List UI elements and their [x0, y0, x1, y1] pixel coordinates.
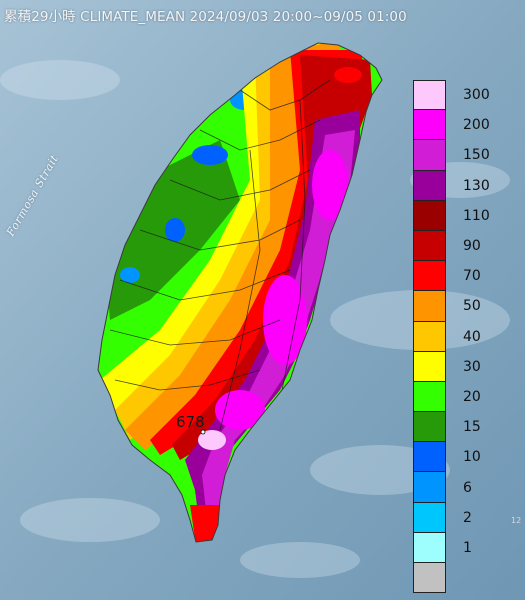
map-title: 累積29小時 CLIMATE_MEAN 2024/09/03 20:00~09/… — [4, 9, 407, 25]
legend-label: 1 — [463, 540, 472, 556]
legend-label: 90 — [463, 238, 481, 254]
legend-label: 2 — [463, 509, 472, 526]
legend-label: 150 — [463, 147, 490, 164]
legend-swatch — [413, 321, 446, 352]
legend-swatch — [413, 532, 446, 563]
legend-label: 110 — [463, 207, 490, 224]
legend-swatch — [413, 230, 446, 262]
legend-swatch — [413, 563, 446, 594]
legend-label: 40 — [463, 328, 481, 345]
legend-swatch — [413, 472, 446, 503]
legend-swatch — [413, 261, 446, 292]
legend-swatch — [413, 412, 446, 443]
legend-label: 20 — [463, 389, 481, 405]
legend-label: 6 — [463, 479, 472, 496]
legend-label: 10 — [463, 449, 481, 466]
legend-swatch — [413, 381, 446, 413]
legend-swatch — [413, 170, 446, 201]
peak-marker — [200, 429, 206, 435]
peak-value-label: 678 — [176, 413, 205, 431]
legend-swatch — [413, 200, 446, 231]
legend-swatch — [413, 442, 446, 473]
legend-swatch — [413, 502, 446, 533]
legend-swatch — [413, 110, 446, 141]
legend-label: 30 — [463, 358, 481, 375]
legend-swatch — [413, 351, 446, 382]
rainfall-legend — [413, 80, 446, 594]
legend-label: 15 — [463, 419, 481, 436]
legend-swatch — [413, 140, 446, 171]
legend-label: 70 — [463, 268, 481, 285]
legend-label: 300 — [463, 87, 490, 103]
corner-label: 12 — [511, 516, 522, 525]
legend-label: 200 — [463, 117, 490, 134]
legend-label: 50 — [463, 298, 481, 315]
legend-label: 130 — [463, 177, 490, 194]
legend-swatch — [413, 291, 446, 322]
legend-swatch — [413, 80, 446, 111]
